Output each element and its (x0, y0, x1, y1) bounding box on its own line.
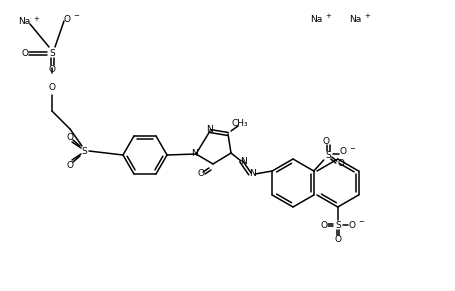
Text: O: O (339, 148, 345, 157)
Text: O: O (319, 221, 327, 230)
Text: +: + (33, 16, 39, 22)
Text: O: O (48, 65, 56, 74)
Text: −: − (357, 219, 363, 225)
Text: Na: Na (348, 15, 360, 24)
Text: S: S (49, 49, 55, 58)
Text: O: O (66, 132, 73, 141)
Text: N: N (240, 157, 247, 166)
Text: O: O (197, 169, 204, 178)
Text: O: O (348, 221, 354, 230)
Text: O: O (322, 136, 329, 146)
Text: −: − (73, 13, 79, 19)
Text: S: S (81, 146, 87, 155)
Text: S: S (324, 150, 330, 159)
Text: O: O (334, 235, 340, 244)
Text: S: S (334, 221, 340, 230)
Text: +: + (363, 13, 369, 19)
Text: O: O (63, 15, 71, 24)
Text: O: O (337, 159, 344, 168)
Text: CH₃: CH₃ (231, 120, 248, 129)
Text: N: N (206, 125, 213, 134)
Text: N: N (191, 150, 198, 159)
Text: −: − (348, 146, 354, 152)
Text: O: O (48, 83, 56, 91)
Text: Na: Na (309, 15, 321, 24)
Text: O: O (21, 49, 28, 58)
Text: Na: Na (18, 17, 30, 26)
Text: +: + (324, 13, 330, 19)
Text: N: N (249, 169, 256, 178)
Text: O: O (66, 161, 73, 169)
